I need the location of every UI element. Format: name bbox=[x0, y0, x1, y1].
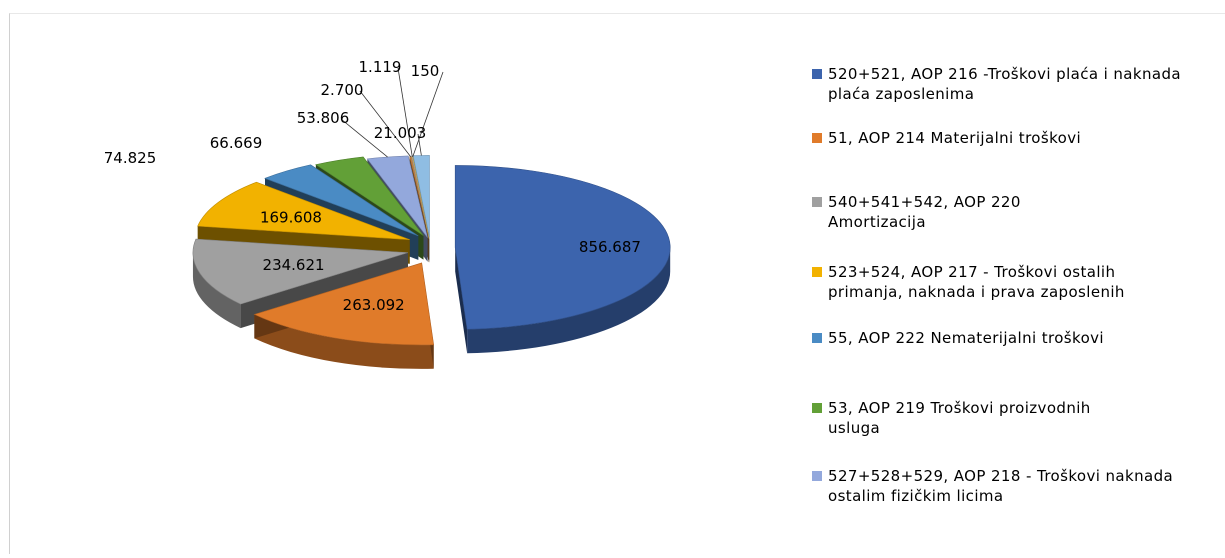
value-label: 263.092 bbox=[343, 296, 405, 314]
value-label: 150 bbox=[411, 62, 440, 80]
value-label: 74.825 bbox=[104, 149, 157, 167]
pie-slice-rim bbox=[254, 314, 434, 369]
legend-label: 53, AOP 219 Troškovi proizvodnih usluga bbox=[828, 399, 1091, 437]
legend-swatch bbox=[812, 197, 822, 207]
pie-slice-side bbox=[455, 247, 671, 354]
legend-item: 520+521, AOP 216 -Troškovi plaća i nakna… bbox=[812, 64, 1188, 104]
leader-line bbox=[340, 118, 388, 158]
legend-swatch bbox=[812, 403, 822, 413]
pie-slice-face bbox=[455, 247, 468, 354]
leader-line bbox=[412, 71, 444, 157]
legend-label: 51, AOP 214 Materijalni troškovi bbox=[828, 129, 1082, 147]
legend-label: 523+524, AOP 217 - Troškovi ostalih prim… bbox=[828, 263, 1125, 301]
value-label: 856.687 bbox=[579, 238, 641, 256]
legend-label: 527+528+529, AOP 218 - Troškovi naknada … bbox=[828, 467, 1174, 505]
legend-item: 527+528+529, AOP 218 - Troškovi naknada … bbox=[812, 466, 1198, 506]
value-label: 21.003 bbox=[374, 124, 427, 142]
leader-line bbox=[417, 133, 422, 156]
value-label: 66.669 bbox=[210, 134, 263, 152]
pie-slice bbox=[253, 262, 435, 346]
legend-swatch bbox=[812, 69, 822, 79]
legend-item: 51, AOP 214 Materijalni troškovi bbox=[812, 128, 1218, 148]
legend-swatch bbox=[812, 267, 822, 277]
legend-swatch bbox=[812, 471, 822, 481]
value-label: 2.700 bbox=[321, 81, 364, 99]
legend-swatch bbox=[812, 333, 822, 343]
pie-slice bbox=[454, 165, 671, 330]
legend-label: 55, AOP 222 Nematerijalni troškovi bbox=[828, 329, 1104, 347]
legend-swatch bbox=[812, 133, 822, 143]
leader-line bbox=[397, 67, 413, 157]
value-label: 169.608 bbox=[260, 209, 322, 227]
value-label: 234.621 bbox=[263, 256, 325, 274]
value-label: 53.806 bbox=[297, 109, 350, 127]
pie-slice bbox=[192, 238, 409, 305]
chart-frame bbox=[9, 13, 1225, 554]
legend-item: 53, AOP 219 Troškovi proizvodnih usluga bbox=[812, 398, 1128, 438]
legend-item: 523+524, AOP 217 - Troškovi ostalih prim… bbox=[812, 262, 1158, 302]
legend-label: 540+541+542, AOP 220 Amortizacija bbox=[828, 193, 1021, 231]
leader-line bbox=[359, 90, 412, 157]
pie-slice bbox=[315, 156, 424, 236]
pie-slice bbox=[197, 181, 410, 240]
legend-item: 540+541+542, AOP 220 Amortizacija bbox=[812, 192, 1108, 232]
legend-label: 520+521, AOP 216 -Troškovi plaća i nakna… bbox=[828, 65, 1181, 103]
pie-slice-rim bbox=[467, 247, 671, 354]
legend-item: 55, AOP 222 Nematerijalni troškovi bbox=[812, 328, 1158, 348]
value-label: 1.119 bbox=[359, 58, 402, 76]
pie-slice bbox=[264, 164, 419, 237]
